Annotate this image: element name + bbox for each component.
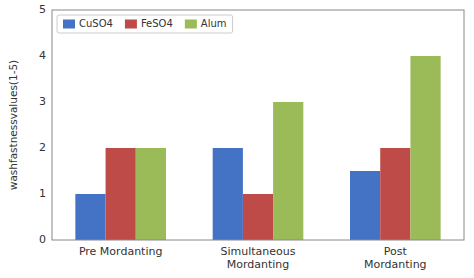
bar	[136, 148, 166, 240]
x-tick-label: Pre Mordanting	[79, 245, 163, 258]
bar	[106, 148, 136, 240]
legend-box	[57, 15, 233, 33]
legend-label: CuSO4	[79, 18, 113, 29]
bar	[350, 171, 380, 240]
plot-frame	[52, 10, 464, 240]
legend-swatch	[63, 20, 75, 29]
bars	[75, 56, 440, 240]
legend-swatch	[185, 20, 197, 29]
chart-container: 0 1 2 3 4 5 Pre Mordanting SimultaneousMordanti…	[0, 0, 474, 278]
y-tick-label: 5	[39, 3, 46, 16]
legend: CuSO4 FeSO4 Alum	[57, 15, 233, 33]
bar	[273, 102, 303, 240]
x-tick-label: PostMordanting	[364, 245, 427, 271]
legend-label: FeSO4	[141, 18, 173, 29]
y-axis-label: washfastnessvalues(1-5)	[7, 60, 19, 190]
bar	[410, 56, 440, 240]
legend-label: Alum	[201, 18, 227, 29]
bar	[380, 148, 410, 240]
chart: 0 1 2 3 4 5 Pre Mordanting SimultaneousMordanti…	[0, 0, 474, 278]
legend-swatch	[125, 20, 137, 29]
bar	[213, 148, 243, 240]
x-tick-label: SimultaneousMordanting	[220, 245, 295, 271]
bar	[243, 194, 273, 240]
y-tick-label: 1	[39, 187, 46, 200]
y-tick-label: 0	[39, 233, 46, 246]
bar	[75, 194, 105, 240]
y-tick-label: 2	[39, 141, 46, 154]
y-tick-label: 3	[39, 95, 46, 108]
y-tick-label: 4	[39, 49, 46, 62]
